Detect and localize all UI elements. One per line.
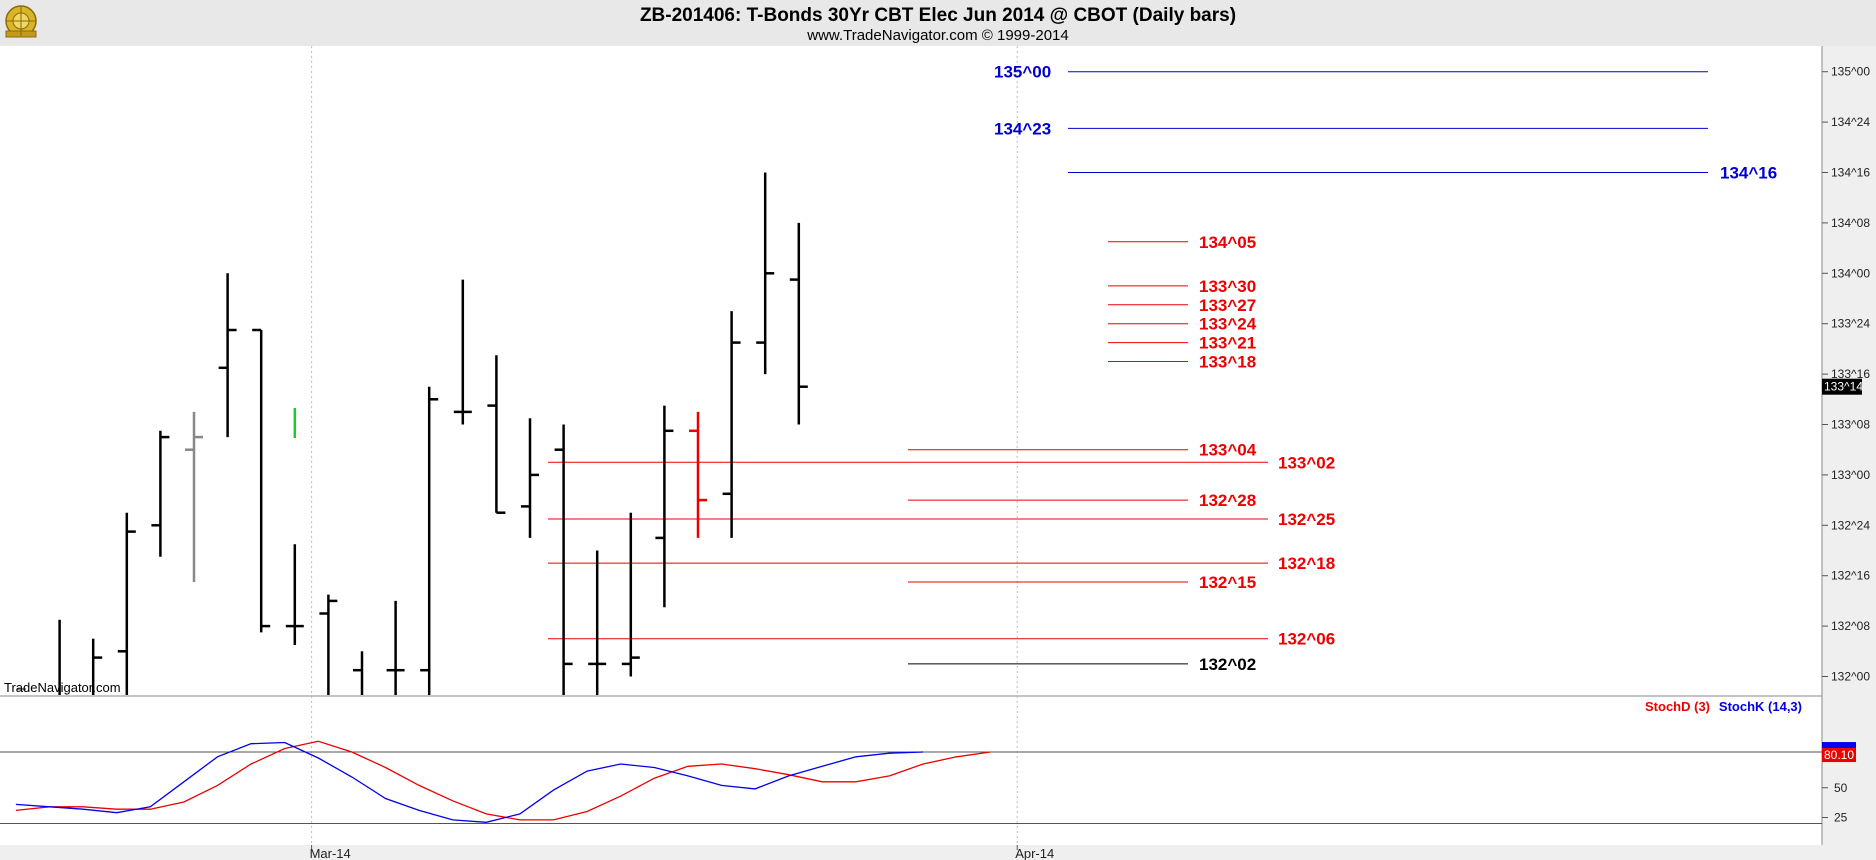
x-axis-ticks: Mar-14 Apr-14 <box>310 845 1054 860</box>
stochk-line <box>15 741 924 823</box>
y-axis-ticks: 132^00 132^08 132^16 132^24 133^00 133^08 133^… <box>1822 65 1870 684</box>
ohlc-bar <box>151 430 170 557</box>
ohlc-bar <box>117 512 136 695</box>
level-label: 134^05 <box>1199 233 1256 252</box>
ohlc-bar <box>722 311 741 538</box>
last-price-tag <box>1822 378 1862 395</box>
y-tick-label: 134^16 <box>1831 166 1870 180</box>
level-label: 133^18 <box>1199 353 1256 372</box>
y-tick-label: 133^24 <box>1831 317 1870 331</box>
chart-subtitle: www.TradeNavigator.com © 1999-2014 <box>806 27 1068 44</box>
price-levels: 135^00134^23134^16134^05133^30133^27133^… <box>548 63 1777 674</box>
ohlc-bar <box>588 550 607 695</box>
ohlc-bar <box>91 638 103 695</box>
x-tick-label: Mar-14 <box>310 846 351 860</box>
level-label: 133^21 <box>1199 334 1256 353</box>
level-label: 135^00 <box>994 63 1051 82</box>
ohlc-bar <box>420 386 439 695</box>
ohlc-bar <box>185 411 203 582</box>
y-tick-label: 133^08 <box>1831 418 1870 432</box>
stochastic-panel: 255075StochD (3)StochK (14,3)80.10 <box>0 699 1856 825</box>
grid <box>311 46 1018 845</box>
ohlc-bar <box>252 328 271 633</box>
ohlc-bar <box>689 411 707 538</box>
stoch-tag-red <box>1822 748 1856 763</box>
y-tick-label: 134^00 <box>1831 266 1870 280</box>
chart-title: ZB-201406: T-Bonds 30Yr CBT Elec Jun 201… <box>640 5 1236 26</box>
ohlc-bar <box>386 600 405 695</box>
last-price-label: 133^14 <box>1824 380 1863 394</box>
ohlc-bar <box>554 424 573 695</box>
price-panel <box>0 46 1822 696</box>
x-tick-label: Apr-14 <box>1015 846 1054 860</box>
level-label: 134^23 <box>994 119 1051 138</box>
stoch-tick-label: 25 <box>1834 811 1848 825</box>
y-axis-panel <box>1822 46 1876 860</box>
y-tick-label: 132^00 <box>1831 670 1870 684</box>
ohlc-bar <box>789 222 808 425</box>
level-label: 133^04 <box>1199 441 1257 460</box>
legend-stochd: StochD (3) <box>1645 699 1710 714</box>
level-label: 133^24 <box>1199 315 1257 334</box>
ohlc-bar <box>621 512 640 677</box>
level-label: 132^25 <box>1278 510 1335 529</box>
ohlc-bar <box>285 544 304 645</box>
y-tick-label: 132^16 <box>1831 569 1870 583</box>
legend-stochk: StochK (14,3) <box>1719 699 1802 714</box>
watermark: TradeNavigator.com <box>4 680 121 695</box>
ohlc-bar <box>756 172 775 375</box>
ohlc-bar <box>17 687 26 691</box>
level-label: 132^15 <box>1199 573 1256 592</box>
level-label: 132^18 <box>1278 554 1335 573</box>
ohlc-bar <box>218 273 237 438</box>
stoch-tag-blue <box>1822 742 1856 749</box>
header-band <box>0 0 1876 46</box>
level-label: 132^28 <box>1199 491 1256 510</box>
y-tick-label: 132^08 <box>1831 619 1870 633</box>
ohlc-bar <box>487 355 506 514</box>
ohlc-bar <box>521 418 539 538</box>
y-tick-label: 134^24 <box>1831 115 1870 129</box>
level-label: 132^06 <box>1278 630 1335 649</box>
level-label: 133^30 <box>1199 277 1256 296</box>
ohlc-bars <box>17 172 808 695</box>
ohlc-bar <box>319 594 338 695</box>
ohlc-bar <box>353 651 364 695</box>
stoch-last-value: 80.10 <box>1824 748 1854 762</box>
y-tick-label: 133^00 <box>1831 468 1870 482</box>
level-label: 133^27 <box>1199 296 1256 315</box>
level-label: 132^02 <box>1199 655 1256 674</box>
trade-navigator-logo <box>5 5 37 38</box>
level-label: 133^02 <box>1278 453 1335 472</box>
y-tick-label: 133^16 <box>1831 367 1870 381</box>
stoch-tick-label: 50 <box>1834 781 1848 795</box>
y-tick-label: 135^00 <box>1831 65 1870 79</box>
y-tick-label: 134^08 <box>1831 216 1870 230</box>
level-label: 134^16 <box>1720 164 1777 183</box>
ohlc-bar <box>655 405 674 608</box>
stochd-line <box>15 740 991 821</box>
ohlc-bar <box>453 279 472 425</box>
x-axis-panel <box>0 845 1822 860</box>
y-tick-label: 132^24 <box>1831 518 1870 532</box>
